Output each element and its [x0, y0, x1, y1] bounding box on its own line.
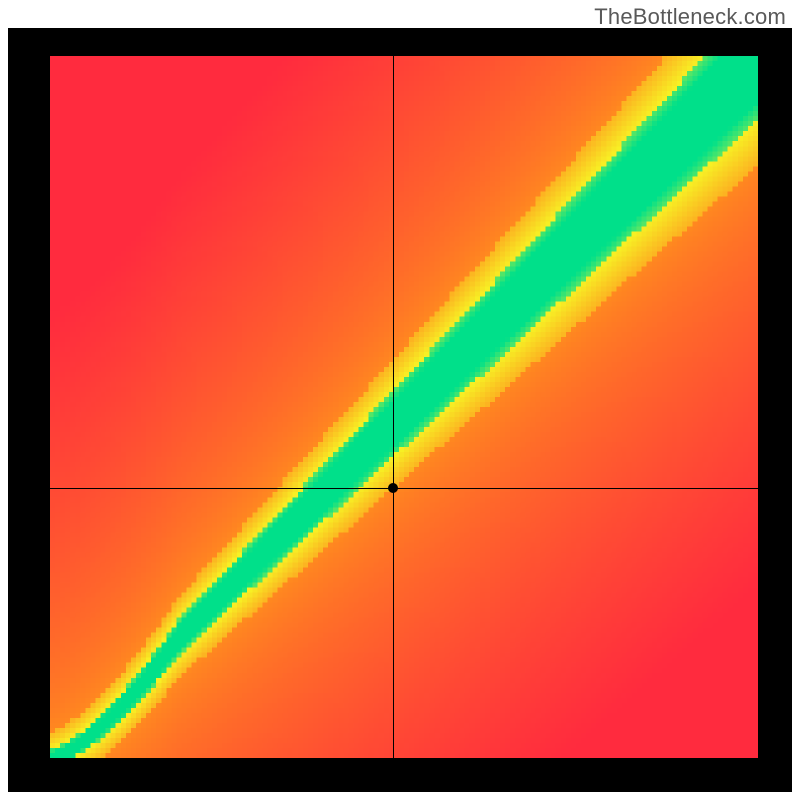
plot-frame	[8, 28, 792, 792]
plot-area	[50, 56, 758, 758]
watermark-text: TheBottleneck.com	[594, 4, 786, 30]
crosshair-vertical	[393, 56, 394, 758]
crosshair-horizontal	[50, 488, 758, 489]
data-point-marker	[388, 483, 398, 493]
heatmap-canvas	[50, 56, 758, 758]
